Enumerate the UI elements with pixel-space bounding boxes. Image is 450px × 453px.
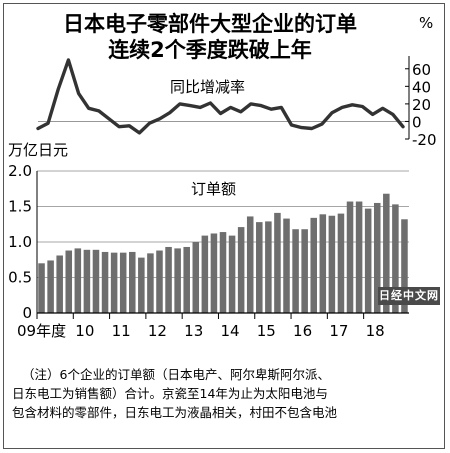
line-unit-label: % [419, 14, 433, 32]
order-bar [283, 218, 290, 313]
footnote-line2: 日东电工为销售额）合计。京瓷至14年为止为太阳电池与 [12, 386, 328, 401]
growth-rate-line [36, 58, 405, 135]
order-bar [174, 248, 181, 313]
line-ytick-label: 20 [412, 96, 431, 114]
order-bar [373, 202, 381, 313]
footnote-line1: （注）6个企业的订单额（日本电产、阿尔卑斯阿尔派、 [22, 367, 330, 382]
bar-unit-label: 万亿日元 [8, 141, 68, 159]
order-bar [56, 255, 63, 313]
order-bar [156, 250, 163, 313]
order-bar [328, 215, 336, 313]
order-bar [246, 216, 254, 313]
year-label: 15 [257, 322, 276, 340]
watermark-logo: 日经中文网 [378, 287, 440, 305]
order-bar [119, 252, 127, 313]
order-bar [401, 219, 408, 313]
order-bar [383, 193, 390, 313]
line-series-label: 同比增减率 [170, 78, 245, 96]
bar-ytick-label: 0.5 [8, 269, 32, 287]
bar-ytick-label: 2.0 [8, 162, 32, 180]
bar-ytick-label: 1.5 [8, 198, 32, 216]
order-bar [256, 222, 263, 313]
line-ytick-label: -20 [412, 131, 437, 149]
line-ytick-label: 40 [412, 78, 431, 96]
order-bar [101, 251, 109, 313]
order-bar [310, 217, 317, 313]
order-amount-panel: 0 0.5 1.0 1.5 2.0 09年度 10 11 12 13 14 15 16 17 18 万亿日元订… [8, 141, 409, 340]
year-label: 11 [112, 322, 131, 340]
order-bar [292, 229, 299, 313]
order-bar [364, 208, 372, 313]
figure-border [3, 3, 445, 449]
order-bar [265, 221, 272, 313]
order-bar [219, 232, 227, 313]
year-label: 10 [75, 322, 94, 340]
order-bar [138, 257, 145, 313]
order-bar [183, 246, 190, 313]
order-bar [192, 242, 200, 313]
order-bar [110, 252, 118, 313]
year-label: 13 [184, 322, 203, 340]
year-label: 16 [293, 322, 312, 340]
year-label: 17 [329, 322, 348, 340]
chart-title-line1: 日本电子零部件大型企业的订单 [63, 12, 357, 36]
order-bar [337, 213, 345, 313]
order-bar [346, 201, 354, 313]
order-bar [92, 249, 100, 313]
footnote-line3: 包含材料的零部件，日东电工为液晶相关，村田不包含电池 [12, 405, 338, 420]
order-bar [210, 233, 218, 313]
order-bar [38, 263, 45, 313]
order-bar [319, 214, 327, 313]
bar-ytick-label: 0 [22, 304, 32, 322]
bar-ytick-label: 1.0 [8, 233, 32, 251]
order-bar [83, 249, 91, 313]
order-bar [165, 246, 172, 313]
chart-title-line2: 连续2个季度跌破上年 [108, 38, 312, 62]
year-label: 18 [366, 322, 385, 340]
order-bar [129, 251, 136, 313]
order-bar [201, 235, 209, 313]
order-bar [392, 204, 399, 313]
year-label: 12 [148, 322, 167, 340]
line-ytick-label: 60 [412, 61, 431, 79]
order-bar [237, 227, 245, 313]
order-bar [274, 212, 281, 313]
year-label: 14 [220, 322, 239, 340]
order-bar [147, 253, 154, 313]
order-bar [355, 201, 363, 313]
order-bar [65, 250, 73, 313]
order-bar [74, 248, 82, 313]
line-ytick-label: 0 [412, 113, 422, 131]
order-bar [301, 229, 308, 313]
bar-series-label: 订单额 [191, 180, 236, 198]
order-bar [228, 235, 236, 313]
year-label: 09年度 [17, 322, 66, 340]
order-bar [47, 260, 54, 313]
